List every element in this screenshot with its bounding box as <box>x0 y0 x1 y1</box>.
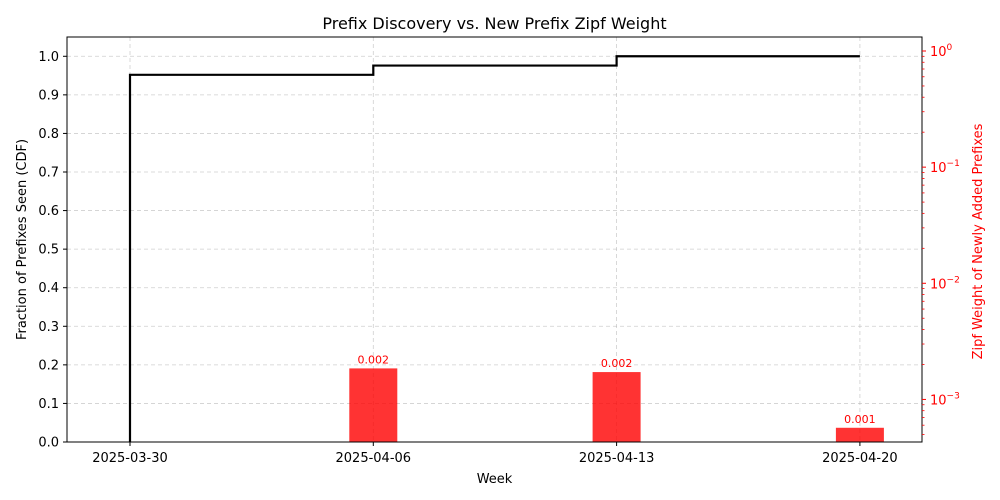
x-tick-label: 2025-04-13 <box>579 451 655 466</box>
y-tick-label: 1.0 <box>38 50 59 65</box>
y2-tick-label: 10−3 <box>930 391 960 408</box>
y-axis-left: 0.0 0.1 0.2 0.3 0.4 0.5 0.6 0.7 0.8 0.9 1.0 <box>38 50 67 451</box>
y-tick-label: 0.8 <box>38 127 59 142</box>
y-axis-label: Fraction of Prefixes Seen (CDF) <box>15 139 30 340</box>
y-tick-label: 0.6 <box>38 204 59 219</box>
x-axis-label: Week <box>477 472 513 487</box>
y-tick-label: 0.5 <box>38 243 59 258</box>
x-tick-label: 2025-03-30 <box>92 451 168 466</box>
x-axis: 2025-03-30 2025-04-06 2025-04-13 2025-04-20 <box>92 442 898 466</box>
y-tick-label: 0.7 <box>38 166 59 181</box>
y2-tick-label: 10−1 <box>930 159 960 176</box>
y-tick-label: 0.9 <box>38 88 59 103</box>
x-tick-label: 2025-04-20 <box>822 451 898 466</box>
y-tick-label: 0.2 <box>38 358 59 373</box>
zipf-bars <box>349 368 884 442</box>
zipf-bar <box>349 368 398 442</box>
cdf-line-group <box>128 55 860 442</box>
y-tick-label: 0.4 <box>38 281 59 296</box>
y-tick-label: 0.0 <box>38 436 59 451</box>
bar-value-label: 0.002 <box>358 353 390 366</box>
bar-value-label: 0.001 <box>844 413 876 426</box>
plot-frame <box>66 36 923 443</box>
y2-axis-label: Zipf Weight of Newly Added Prefixes <box>971 123 986 359</box>
zipf-bar <box>592 372 641 442</box>
cdf-line <box>128 55 860 442</box>
bar-value-label: 0.002 <box>601 357 633 370</box>
y-axis-right: 10−3 10−2 10−1 100 <box>922 43 960 435</box>
bar-value-labels: 0.002 0.002 0.001 <box>358 353 876 425</box>
y-tick-label: 0.3 <box>38 320 59 335</box>
y2-tick-label: 10−2 <box>930 275 960 292</box>
chart-title: Prefix Discovery vs. New Prefix Zipf Wei… <box>322 14 666 33</box>
zipf-bar <box>835 427 884 442</box>
y2-tick-label: 100 <box>930 43 953 60</box>
y-tick-label: 0.1 <box>38 397 59 412</box>
x-tick-label: 2025-04-06 <box>336 451 412 466</box>
